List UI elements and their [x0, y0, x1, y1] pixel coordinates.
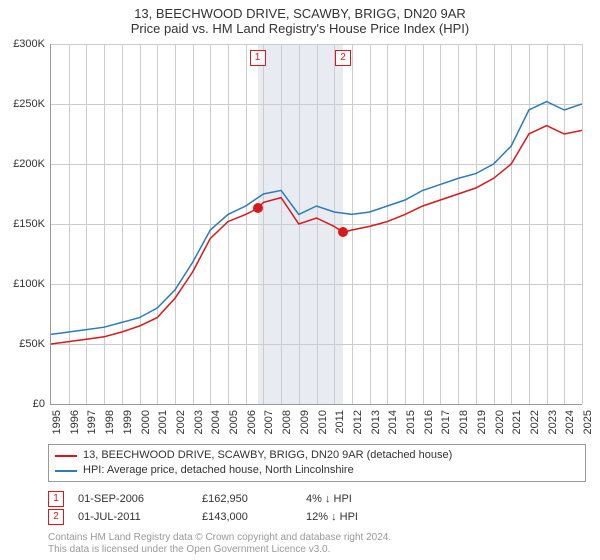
x-axis-label: 2008	[281, 410, 293, 434]
gridline-v	[299, 44, 300, 404]
y-axis-label: £250K	[13, 98, 45, 110]
legend-swatch-property	[55, 455, 77, 457]
x-axis-label: 2003	[193, 410, 205, 434]
gridline-v	[317, 44, 318, 404]
x-axis-label: 1999	[122, 410, 134, 434]
x-axis-label: 2002	[175, 410, 187, 434]
gridline-v	[387, 44, 388, 404]
transaction-marker-2	[338, 227, 348, 237]
gridline-v	[458, 44, 459, 404]
transaction-index-2: 2	[48, 509, 64, 525]
gridline-v	[69, 44, 70, 404]
legend-row-property: 13, BEECHWOOD DRIVE, SCAWBY, BRIGG, DN20…	[55, 448, 579, 463]
transaction-pct-2: 12% ↓ HPI	[306, 508, 426, 526]
transaction-callout-2: 2	[335, 50, 351, 66]
title-address: 13, BEECHWOOD DRIVE, SCAWBY, BRIGG, DN20…	[0, 6, 600, 21]
gridline-v	[175, 44, 176, 404]
x-axis-label: 2015	[405, 410, 417, 434]
x-axis-label: 1996	[69, 410, 81, 434]
x-axis-label: 1995	[51, 410, 63, 434]
transaction-price-1: £162,950	[202, 490, 292, 508]
gridline-v	[210, 44, 211, 404]
y-axis-label: £300K	[13, 38, 45, 50]
gridline-v	[423, 44, 424, 404]
footer: Contains HM Land Registry data © Crown c…	[48, 532, 586, 556]
x-axis-label: 2005	[228, 410, 240, 434]
x-axis-label: 2020	[494, 410, 506, 434]
y-axis-label: £0	[33, 398, 45, 410]
x-axis-label: 1998	[104, 410, 116, 434]
below-chart: 13, BEECHWOOD DRIVE, SCAWBY, BRIGG, DN20…	[48, 444, 586, 556]
transaction-date-2: 01-JUL-2011	[78, 508, 188, 526]
gridline-v	[157, 44, 158, 404]
gridline-v	[193, 44, 194, 404]
legend-row-hpi: HPI: Average price, detached house, Nort…	[55, 463, 579, 478]
gridline-v	[529, 44, 530, 404]
x-axis-label: 2007	[263, 410, 275, 434]
x-axis-label: 2012	[352, 410, 364, 434]
gridline-v	[122, 44, 123, 404]
transaction-date-1: 01-SEP-2006	[78, 490, 188, 508]
gridline-v	[370, 44, 371, 404]
legend-label-hpi: HPI: Average price, detached house, Nort…	[83, 463, 354, 478]
x-axis-label: 2006	[246, 410, 258, 434]
gridline-v	[86, 44, 87, 404]
transaction-row-2: 2 01-JUL-2011 £143,000 12% ↓ HPI	[48, 508, 586, 526]
gridline-v	[564, 44, 565, 404]
x-axis-label: 2009	[299, 410, 311, 434]
footer-line1: Contains HM Land Registry data © Crown c…	[48, 532, 586, 544]
x-axis-label: 2022	[529, 410, 541, 434]
transaction-marker-1	[253, 203, 263, 213]
gridline-v	[228, 44, 229, 404]
gridline-v	[281, 44, 282, 404]
title-subtitle: Price paid vs. HM Land Registry's House …	[0, 21, 600, 36]
footer-line2: This data is licensed under the Open Gov…	[48, 544, 586, 556]
x-axis-label: 2019	[476, 410, 488, 434]
x-axis-label: 2013	[370, 410, 382, 434]
legend: 13, BEECHWOOD DRIVE, SCAWBY, BRIGG, DN20…	[48, 444, 586, 482]
x-axis-label: 2025	[582, 410, 594, 434]
transaction-price-2: £143,000	[202, 508, 292, 526]
gridline-v	[263, 44, 264, 404]
gridline-v	[494, 44, 495, 404]
x-axis-label: 2016	[423, 410, 435, 434]
legend-label-property: 13, BEECHWOOD DRIVE, SCAWBY, BRIGG, DN20…	[83, 448, 452, 463]
transaction-row-1: 1 01-SEP-2006 £162,950 4% ↓ HPI	[48, 490, 586, 508]
gridline-v	[405, 44, 406, 404]
gridline-v	[547, 44, 548, 404]
x-axis-label: 2011	[334, 410, 346, 434]
x-axis-label: 2021	[511, 410, 523, 434]
gridline-v	[104, 44, 105, 404]
y-axis-label: £200K	[13, 158, 45, 170]
gridline-v	[476, 44, 477, 404]
x-axis-label: 2014	[387, 410, 399, 434]
x-axis-label: 2017	[440, 410, 452, 434]
x-axis-label: 2018	[458, 410, 470, 434]
gridline-v	[511, 44, 512, 404]
legend-swatch-hpi	[55, 470, 77, 472]
x-axis-label: 2004	[210, 410, 222, 434]
gridline-v	[582, 44, 583, 404]
x-axis-label: 2000	[140, 410, 152, 434]
gridline-v	[440, 44, 441, 404]
x-axis-label: 2001	[157, 410, 169, 434]
chart-container: 13, BEECHWOOD DRIVE, SCAWBY, BRIGG, DN20…	[0, 0, 600, 560]
gridline-v	[140, 44, 141, 404]
transactions-table: 1 01-SEP-2006 £162,950 4% ↓ HPI 2 01-JUL…	[48, 490, 586, 526]
x-axis-label: 2010	[317, 410, 329, 434]
gridline-v	[246, 44, 247, 404]
gridline-v	[334, 44, 335, 404]
transaction-pct-1: 4% ↓ HPI	[306, 490, 426, 508]
x-axis-label: 2024	[564, 410, 576, 434]
transaction-index-1: 1	[48, 491, 64, 507]
chart-area: £0£50K£100K£150K£200K£250K£300K199519961…	[50, 44, 582, 405]
x-axis-label: 2023	[547, 410, 559, 434]
title-block: 13, BEECHWOOD DRIVE, SCAWBY, BRIGG, DN20…	[0, 0, 600, 38]
transaction-callout-1: 1	[250, 50, 266, 66]
gridline-v	[352, 44, 353, 404]
y-axis-label: £150K	[13, 218, 45, 230]
x-axis-label: 1997	[86, 410, 98, 434]
y-axis-label: £50K	[19, 338, 45, 350]
y-axis-label: £100K	[13, 278, 45, 290]
